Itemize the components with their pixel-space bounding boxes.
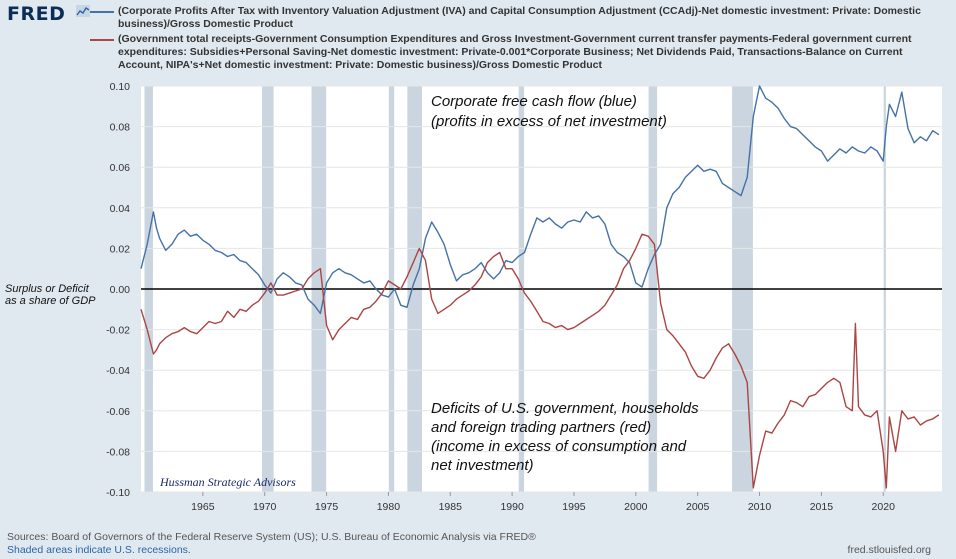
gridlines bbox=[141, 85, 942, 493]
annotation-text: Corporate free cash flow (blue) bbox=[431, 93, 637, 110]
footer-url[interactable]: fred.stlouisfed.org bbox=[847, 544, 931, 556]
x-tick-label: 1975 bbox=[315, 501, 339, 513]
side-annotation-line: Surplus or Deficit bbox=[5, 283, 90, 295]
y-tick-label: 0.10 bbox=[110, 81, 131, 93]
fred-logo[interactable]: FRED bbox=[7, 3, 66, 25]
x-tick-label: 2015 bbox=[810, 501, 834, 513]
y-tick-label: 0.04 bbox=[110, 203, 131, 215]
fred-sparkline-icon bbox=[76, 5, 90, 17]
x-tick-label: 1980 bbox=[377, 501, 401, 513]
side-annotation-line: as a share of GDP bbox=[5, 295, 96, 307]
x-tick-label: 2000 bbox=[624, 501, 648, 513]
annotations: Corporate free cash flow (blue) (profits … bbox=[431, 93, 699, 474]
legend-entry-corporate-cash-flow[interactable]: (Corporate Profits After Tax with Invent… bbox=[90, 5, 942, 31]
x-tick-label: 2010 bbox=[748, 501, 772, 513]
y-tick-label: -0.02 bbox=[106, 325, 130, 337]
annotation-text: and foreign trading partners (red) bbox=[431, 419, 651, 436]
series-line-deficits bbox=[140, 233, 940, 489]
series-line-corporate-cash-flow bbox=[140, 85, 940, 315]
legend-swatch-red bbox=[90, 39, 114, 41]
y-tick-label: 0.00 bbox=[110, 284, 131, 296]
series-lines bbox=[140, 85, 940, 489]
legend-swatch-blue bbox=[90, 11, 114, 13]
y-tick-label: -0.06 bbox=[106, 406, 130, 418]
x-tick-label: 1990 bbox=[500, 501, 524, 513]
x-tick-label: 2020 bbox=[872, 501, 896, 513]
footer-sources: Sources: Board of Governors of the Feder… bbox=[7, 531, 536, 557]
legend-label: (Government total receipts-Government Co… bbox=[118, 33, 912, 71]
x-tick-label: 1970 bbox=[253, 501, 277, 513]
x-axis: 1965 1970 1975 1980 1985 1990 1995 2000 2005 2010… bbox=[191, 492, 895, 513]
x-tick-label: 1985 bbox=[439, 501, 463, 513]
credit-label: Hussman Strategic Advisors bbox=[159, 475, 296, 489]
y-tick-label: 0.08 bbox=[110, 122, 131, 134]
x-tick-label: 1995 bbox=[562, 501, 586, 513]
annotation-text: (profits in excess of net investment) bbox=[431, 113, 667, 130]
annotation-text: Deficits of U.S. government, households bbox=[431, 400, 699, 417]
y-tick-label: -0.10 bbox=[106, 487, 130, 499]
x-tick-label: 2005 bbox=[686, 501, 710, 513]
recession-note: Shaded areas indicate U.S. recessions. bbox=[7, 544, 191, 556]
y-axis: 0.10 0.08 0.06 0.04 0.02 0.00 -0.02 -0.04 -0.06 -… bbox=[106, 81, 130, 499]
y-tick-label: 0.06 bbox=[110, 162, 131, 174]
annotation-text: net investment) bbox=[431, 457, 534, 474]
legend-entry-deficits[interactable]: (Government total receipts-Government Co… bbox=[90, 33, 942, 72]
y-tick-label: -0.04 bbox=[106, 365, 130, 377]
annotation-text: (income in excess of consumption and bbox=[431, 438, 687, 455]
y-tick-label: -0.08 bbox=[106, 446, 130, 458]
x-tick-label: 1965 bbox=[191, 501, 215, 513]
chart-header: FRED (Corporate Profits After Tax with I… bbox=[0, 0, 956, 80]
legend-label: (Corporate Profits After Tax with Invent… bbox=[118, 5, 921, 30]
y-tick-label: 0.02 bbox=[110, 243, 131, 255]
sources-text: Sources: Board of Governors of the Feder… bbox=[7, 531, 536, 543]
